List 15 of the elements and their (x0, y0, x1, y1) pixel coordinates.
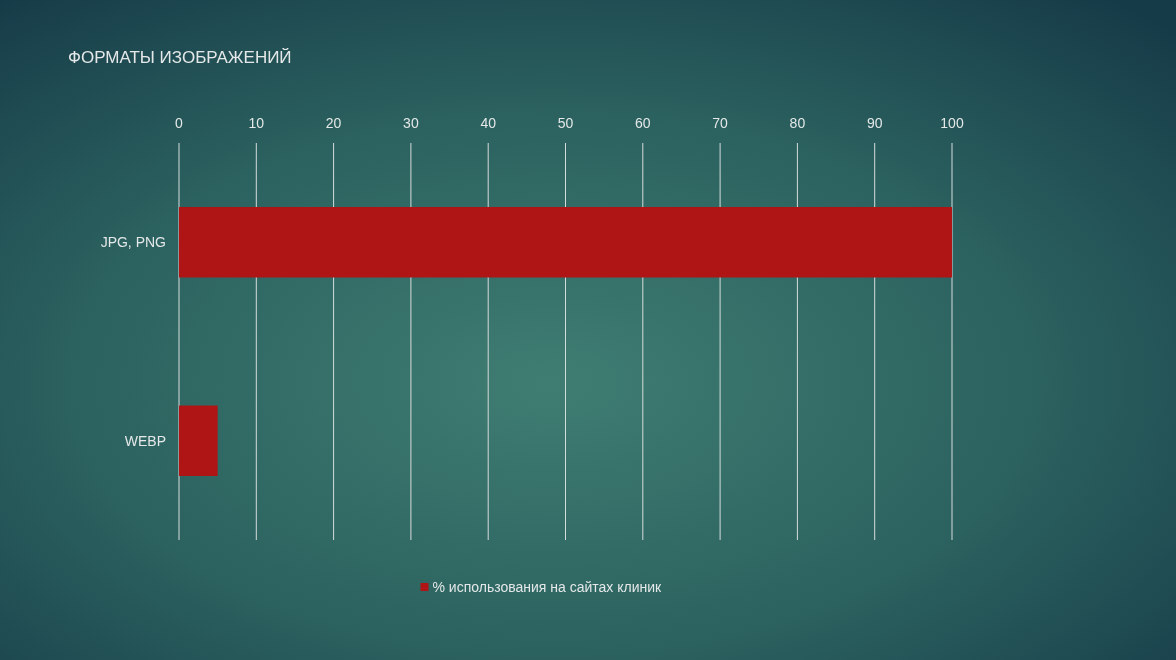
chart-title: ФОРМАТЫ ИЗОБРАЖЕНИЙ (68, 48, 292, 67)
y-tick-label: JPG, PNG (100, 234, 166, 251)
x-tick-label: 20 (325, 115, 342, 131)
x-tick-label: 50 (557, 115, 574, 131)
x-tick-label: 30 (403, 115, 419, 131)
x-tick-label: 0 (175, 115, 184, 131)
legend-label: % использования на сайтах клиник (432, 579, 663, 595)
x-tick-label: 80 (789, 115, 806, 131)
x-tick-label: 70 (712, 115, 729, 131)
x-tick-label: 60 (635, 115, 651, 131)
x-tick-label: 10 (248, 115, 265, 131)
x-tick-label: 40 (480, 115, 497, 131)
x-tick-label: 100 (940, 115, 964, 131)
y-tick-label: WEBP (124, 432, 166, 449)
x-tick-label: 90 (866, 115, 883, 131)
